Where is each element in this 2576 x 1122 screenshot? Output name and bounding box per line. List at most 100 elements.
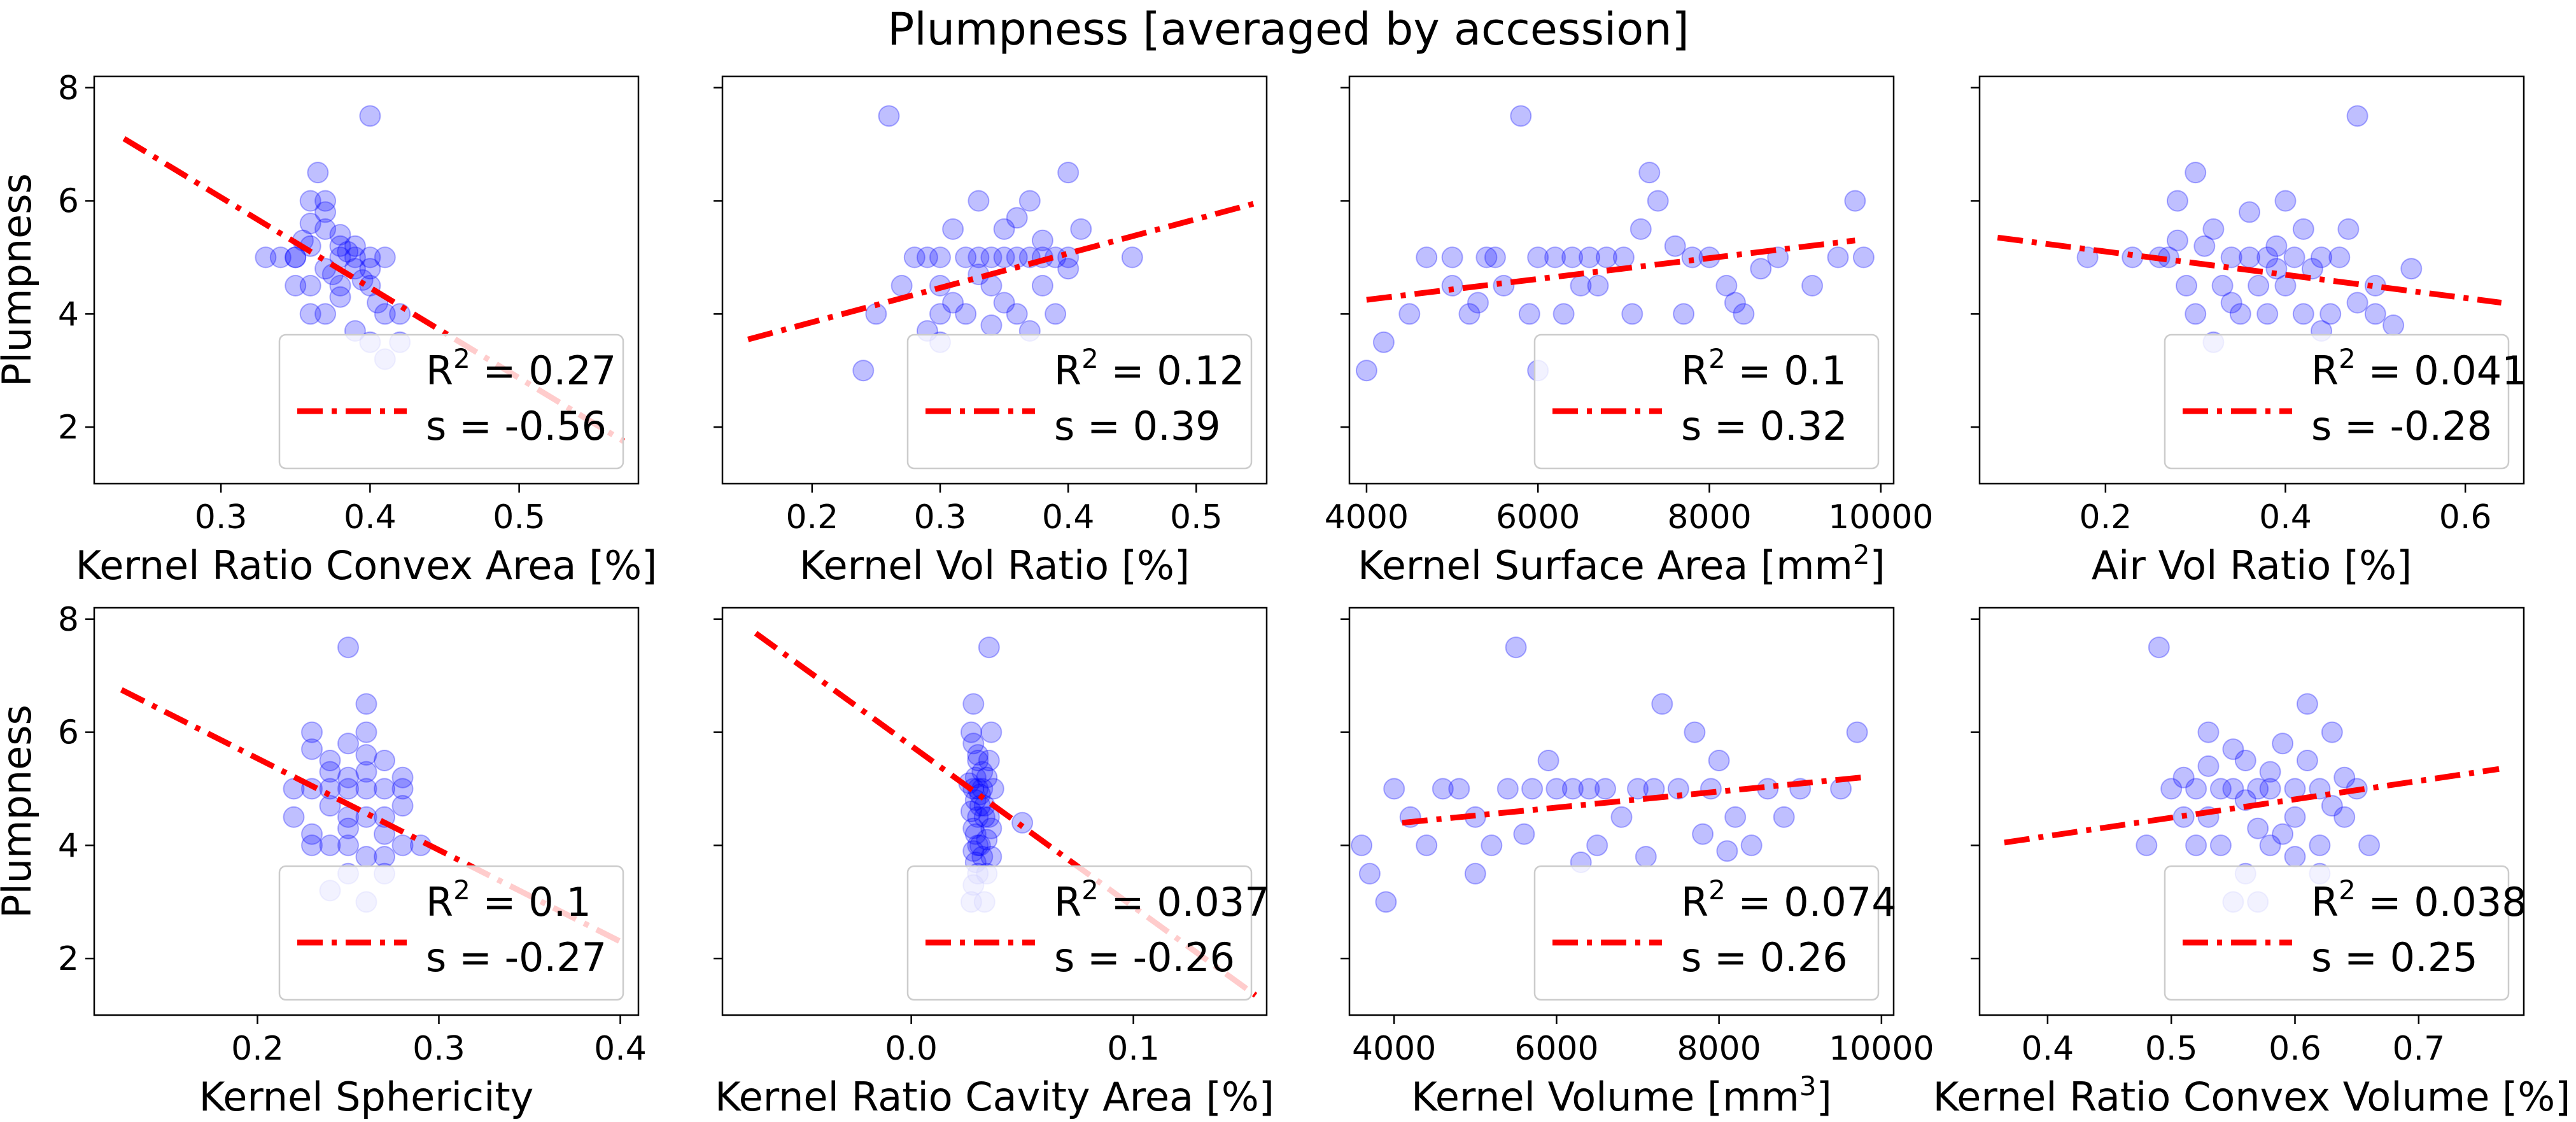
legend-r2: R2 = 0.1 xyxy=(1681,343,1847,394)
legend: R2 = 0.1 s = 0.32 xyxy=(1533,333,1880,470)
scatter-point xyxy=(307,162,329,184)
scatter-point xyxy=(2166,229,2188,251)
scatter-point xyxy=(2197,721,2220,743)
scatter-point xyxy=(2333,806,2356,828)
scatter-point xyxy=(1441,274,1463,297)
scatter-point xyxy=(1595,246,1617,269)
y-axis-label: Plumpness xyxy=(0,173,40,387)
scatter-point xyxy=(1852,246,1875,269)
scatter-point xyxy=(1416,834,1438,857)
scatter-point xyxy=(1733,303,1755,325)
subplot-4: 0.2 0.4 0.6 Air Vol Ratio [%] R2 = 0.041 s = … xyxy=(1971,75,2527,589)
y-axis-label: Plumpness xyxy=(0,705,40,918)
scatter-point xyxy=(976,766,998,789)
scatter-point xyxy=(2284,806,2306,828)
axes-frame xyxy=(721,607,1268,1016)
scatter-point xyxy=(2247,817,2269,839)
axes-frame xyxy=(93,607,640,1016)
x-tick-label: 0.3 xyxy=(412,1030,465,1068)
scatter-points xyxy=(1355,105,1875,382)
subplot-2: 0.2 0.3 0.4 0.5 Kernel Vol Ratio [%] R2 = 0.1… xyxy=(714,75,1268,589)
scatter-point xyxy=(2328,246,2351,269)
scatter-point xyxy=(1398,303,1421,325)
scatter-point xyxy=(314,201,337,223)
scatter-point xyxy=(1750,258,1772,280)
scatter-point xyxy=(1031,274,1053,297)
scatter-point xyxy=(2346,105,2368,127)
legend-box xyxy=(2164,865,2510,1001)
scatter-point xyxy=(319,834,341,857)
legend: R2 = 0.041 s = -0.28 xyxy=(2164,333,2527,470)
scatter-point xyxy=(344,246,366,269)
scatter-point xyxy=(955,303,977,325)
scatter-point xyxy=(1610,806,1633,828)
scatter-point xyxy=(1513,823,1535,845)
scatter-point xyxy=(1552,303,1575,325)
x-tick-label: 0.6 xyxy=(2439,498,2492,536)
x-tick-label: 0.7 xyxy=(2392,1030,2445,1068)
scatter-point xyxy=(2274,190,2297,212)
legend-slope: s = 0.26 xyxy=(1681,934,1848,981)
scatter-point xyxy=(1827,246,1849,269)
scatter-point xyxy=(1372,331,1395,353)
scatter-point xyxy=(1638,162,1661,184)
x-tick-label: 8000 xyxy=(1667,498,1751,536)
scatter-point xyxy=(1496,778,1519,800)
scatter-point xyxy=(329,223,351,246)
scatter-point xyxy=(2247,778,2269,800)
x-tick-label: 0.1 xyxy=(1107,1030,1160,1068)
subplot-6: 0.0 0.1 Kernel Ratio Cavity Area [%] R2 = 0… xyxy=(714,607,1274,1120)
scatter-point xyxy=(955,246,977,269)
scatter-point xyxy=(1018,190,1041,212)
scatter-point xyxy=(1467,291,1489,314)
scatter-point xyxy=(960,801,982,822)
axes-frame xyxy=(93,75,640,485)
scatter-point xyxy=(2220,291,2242,314)
scatter-point xyxy=(285,246,307,269)
figure-title: Plumpness [averaged by accession] xyxy=(887,3,1689,55)
scatter-point xyxy=(1458,303,1481,325)
x-tick-label: 10000 xyxy=(1828,498,1933,536)
scatter-point xyxy=(968,190,990,212)
scatter-points xyxy=(255,105,411,370)
x-tick-label: 0.6 xyxy=(2269,1030,2321,1068)
scatter-point xyxy=(2229,303,2251,325)
scatter-point xyxy=(942,291,964,314)
subplot-grid: 2 4 6 8 0.3 0.4 0.5 Kernel Ratio Convex Area [%… xyxy=(0,69,2570,1120)
scatter-point xyxy=(1518,303,1540,325)
scatter-point xyxy=(967,750,989,771)
scatter-point xyxy=(319,750,341,771)
scatter-point xyxy=(2256,303,2279,325)
scatter-point xyxy=(1586,834,1608,857)
scatter-point xyxy=(2364,303,2386,325)
scatter-point xyxy=(337,766,359,789)
scatter-point xyxy=(929,303,951,325)
scatter-point xyxy=(355,693,377,715)
regression-line xyxy=(754,631,1258,998)
scatter-point xyxy=(980,721,1003,743)
scatter-point xyxy=(978,636,1000,659)
scatter-point xyxy=(1684,721,1706,743)
scatter-point xyxy=(969,834,991,857)
scatter-point xyxy=(1057,162,1080,184)
scatter-point xyxy=(1612,246,1635,269)
scatter-point xyxy=(299,303,321,325)
y-tick-label: 4 xyxy=(58,827,79,865)
x-axis-label: Kernel Ratio Cavity Area [%] xyxy=(715,1074,1274,1120)
scatter-point xyxy=(2239,201,2260,223)
x-axis-label: Kernel Vol Ratio [%] xyxy=(799,542,1190,589)
scatter-point xyxy=(1057,258,1080,280)
scatter-point xyxy=(2272,823,2294,845)
regression-line xyxy=(1997,234,2502,306)
scatter-point xyxy=(1545,778,1568,800)
scatter-point xyxy=(299,274,321,297)
scatter-point xyxy=(1587,274,1609,297)
scatter-point xyxy=(2311,246,2332,269)
scatter-point xyxy=(962,733,985,755)
scatter-point xyxy=(337,733,359,755)
scatter-point xyxy=(967,806,989,828)
scatter-point xyxy=(301,823,323,845)
scatter-point xyxy=(890,274,913,297)
scatter-point xyxy=(2321,795,2343,817)
x-tick-label: 0.4 xyxy=(2259,498,2312,536)
